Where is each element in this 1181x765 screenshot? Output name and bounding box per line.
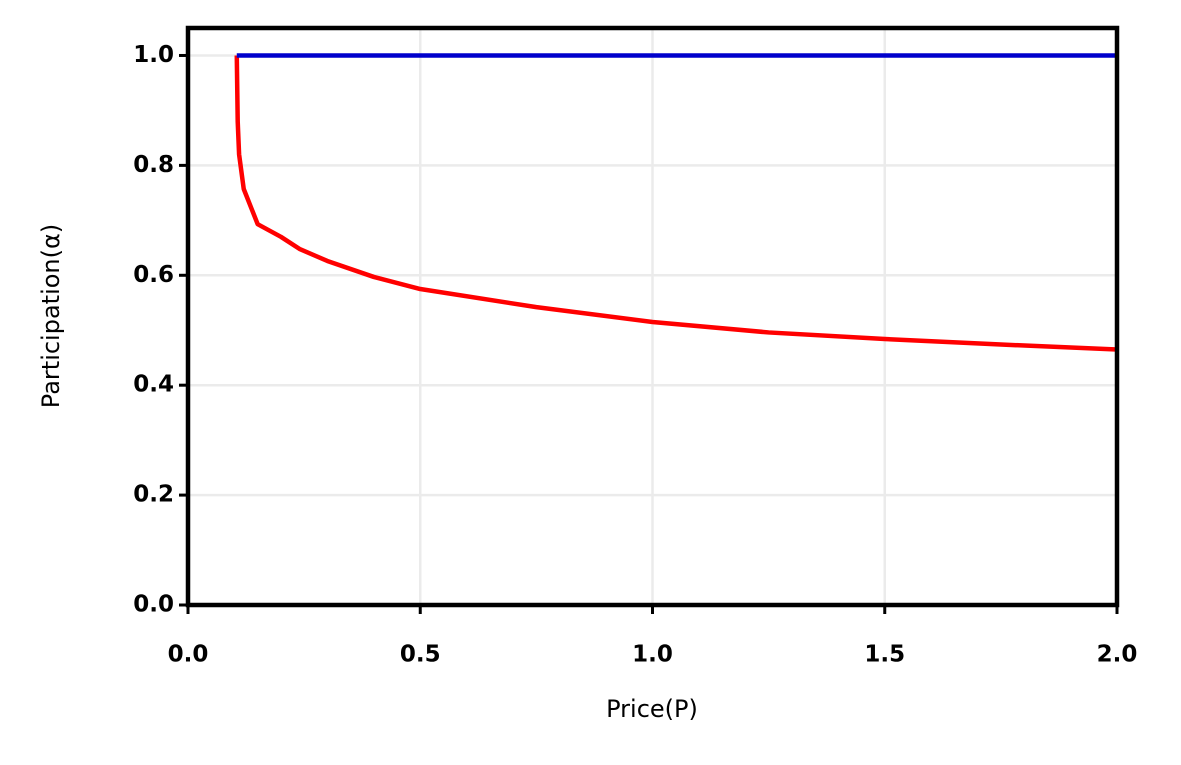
y-tick-label: 0.8 [133, 152, 174, 178]
x-tick-label: 1.0 [632, 642, 673, 668]
y-tick-label: 0.0 [133, 592, 174, 618]
y-tick-label: 0.6 [133, 262, 174, 288]
x-tick-label: 2.0 [1097, 642, 1138, 668]
y-tick-label: 1.0 [133, 42, 174, 68]
plot-frame [185, 25, 1120, 608]
x-axis-label: Price(P) [606, 695, 698, 723]
y-tick-label: 0.2 [133, 482, 174, 508]
x-tick-label: 1.5 [864, 642, 905, 668]
x-tick-label: 0.0 [168, 642, 209, 668]
data-line [234, 55, 1118, 352]
y-axis-label: Participation(α) [37, 224, 65, 408]
x-tick-label: 0.5 [400, 642, 441, 668]
y-tick-label: 0.4 [133, 372, 174, 398]
